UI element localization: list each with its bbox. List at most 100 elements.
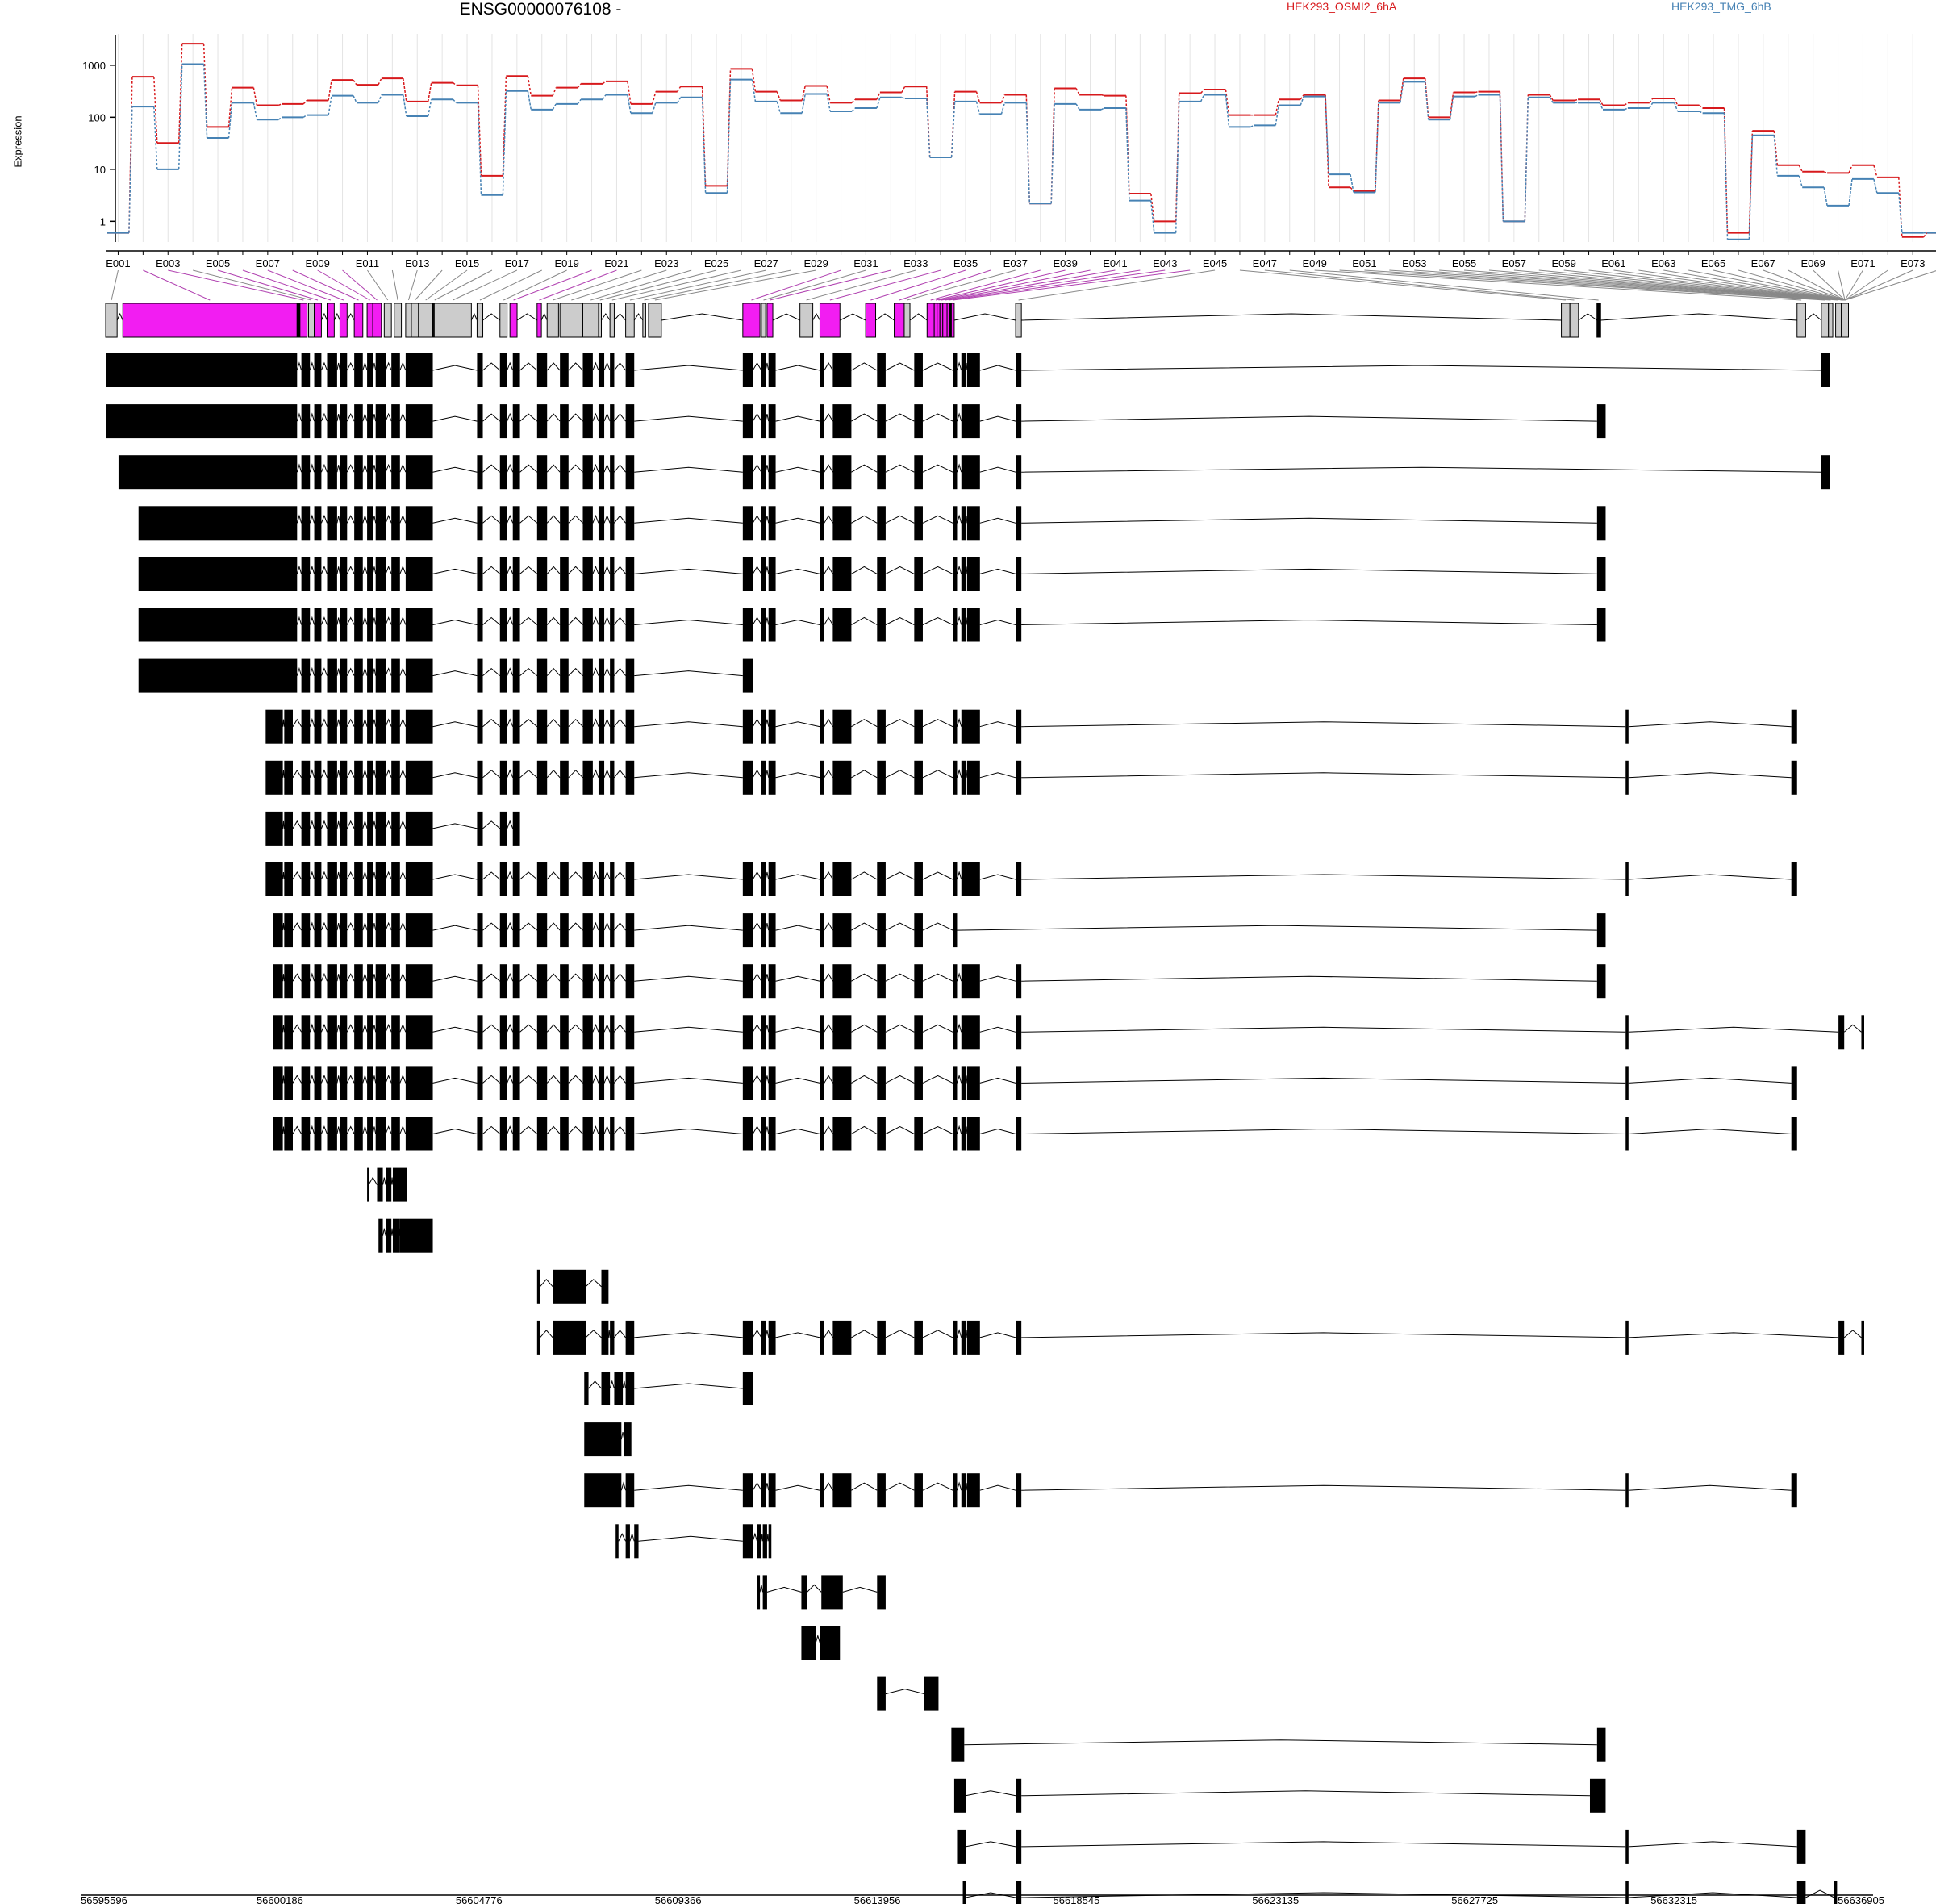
transcript-intron xyxy=(634,365,743,371)
exon-connector xyxy=(193,269,312,301)
expression-step xyxy=(925,98,931,158)
transcript-exon xyxy=(536,1117,548,1151)
transcript-exon xyxy=(582,913,593,948)
transcript-exon xyxy=(327,811,337,846)
transcript-intron xyxy=(309,616,315,625)
transcript-exon xyxy=(391,506,400,541)
transcript-exon xyxy=(1016,1066,1022,1100)
y-tick-label: 1000 xyxy=(82,60,106,72)
transcript-exon xyxy=(391,811,400,846)
expression-step xyxy=(826,86,831,103)
transcript-exon xyxy=(820,709,824,744)
expression-step xyxy=(975,91,981,103)
transcript-exon xyxy=(953,1015,958,1050)
transcript-intron xyxy=(568,616,583,625)
transcript-exon xyxy=(560,557,569,591)
exon-connector xyxy=(168,269,304,301)
exon-connector xyxy=(1538,269,1846,301)
expression-step xyxy=(677,86,682,93)
transcript-intron xyxy=(399,667,407,676)
gene-model-exon xyxy=(865,303,877,338)
transcript-exon xyxy=(560,760,569,795)
transcript-intron xyxy=(482,667,501,676)
transcript-exon xyxy=(820,1066,824,1100)
transcript-exon xyxy=(327,404,337,439)
transcript-exon xyxy=(953,709,958,744)
transcript-exon xyxy=(512,608,520,642)
transcript-exon xyxy=(536,1015,548,1050)
transcript-exon xyxy=(391,658,400,693)
transcript-intron xyxy=(851,1330,878,1338)
transcript-exon xyxy=(877,353,886,387)
transcript-intron xyxy=(432,1026,478,1033)
transcript-exon xyxy=(582,760,593,795)
transcript-exon xyxy=(1625,760,1629,795)
transcript-exon xyxy=(327,760,337,795)
exon-connector xyxy=(503,269,567,301)
exon-connector xyxy=(599,269,717,301)
transcript-intron xyxy=(614,616,627,625)
transcript-exon xyxy=(877,1676,886,1711)
transcript-intron xyxy=(362,921,368,931)
expression-step xyxy=(975,101,981,115)
expression-step xyxy=(1624,102,1629,106)
transcript-exon xyxy=(1625,1881,1629,1904)
transcript-intron xyxy=(1628,1484,1792,1491)
transcript-intron xyxy=(1021,721,1626,728)
transcript-exon xyxy=(391,760,400,795)
transcript-exon xyxy=(327,1066,337,1100)
transcript-exon xyxy=(499,913,507,948)
transcript-exon xyxy=(1791,1117,1797,1151)
transcript-exon xyxy=(614,1372,624,1405)
transcript-exon xyxy=(301,1066,311,1100)
transcript-intron xyxy=(432,466,478,473)
transcript-intron xyxy=(979,772,1016,779)
transcript-exon xyxy=(340,760,348,795)
expression-step xyxy=(1275,105,1280,126)
transcript-intron xyxy=(592,1075,599,1084)
transcript-intron xyxy=(956,972,962,982)
transcript-exon xyxy=(601,1269,609,1304)
transcript-intron xyxy=(824,413,833,422)
transcript-intron xyxy=(399,769,407,778)
transcript-intron xyxy=(752,769,762,779)
transcript-intron xyxy=(775,1332,820,1338)
transcript-exon xyxy=(405,608,433,642)
transcript-exon xyxy=(820,862,824,896)
transcript-intron xyxy=(519,413,538,422)
genomic-tick-label: 56623135 xyxy=(1252,1894,1299,1904)
expression-step xyxy=(1674,98,1679,106)
transcript-exon xyxy=(354,709,363,744)
transcript-intron xyxy=(346,566,355,574)
transcript-intron xyxy=(320,718,328,727)
expression-step xyxy=(1574,98,1579,102)
transcript-exon xyxy=(598,557,605,591)
gene-model-exon xyxy=(926,303,935,338)
transcript-exon xyxy=(284,709,293,744)
transcript-exon xyxy=(1625,1829,1629,1864)
transcript-exon xyxy=(512,506,520,541)
transcript-intron xyxy=(956,1125,962,1134)
transcript-exon xyxy=(536,1066,548,1100)
transcript-intron xyxy=(922,1125,953,1134)
transcript-intron xyxy=(956,1074,962,1084)
transcript-intron xyxy=(592,667,599,676)
transcript-intron xyxy=(336,1126,340,1134)
transcript-intron xyxy=(568,464,583,473)
expression-step xyxy=(1475,94,1479,98)
expression-step xyxy=(1150,193,1155,222)
gene-intron xyxy=(482,313,501,321)
gene-intron xyxy=(470,312,478,321)
transcript-intron xyxy=(546,1125,561,1134)
transcript-intron xyxy=(824,718,833,727)
transcript-exon xyxy=(477,658,483,693)
transcript-exon xyxy=(1016,1320,1022,1355)
transcript-exon xyxy=(1596,557,1606,591)
transcript-exon xyxy=(877,862,886,896)
transcript-intron xyxy=(385,616,392,625)
transcript-intron xyxy=(507,718,514,727)
transcript-intron xyxy=(482,719,501,728)
exon-label: E047 xyxy=(1253,257,1277,269)
expression-step xyxy=(1449,92,1454,118)
transcript-exon xyxy=(914,1117,923,1151)
